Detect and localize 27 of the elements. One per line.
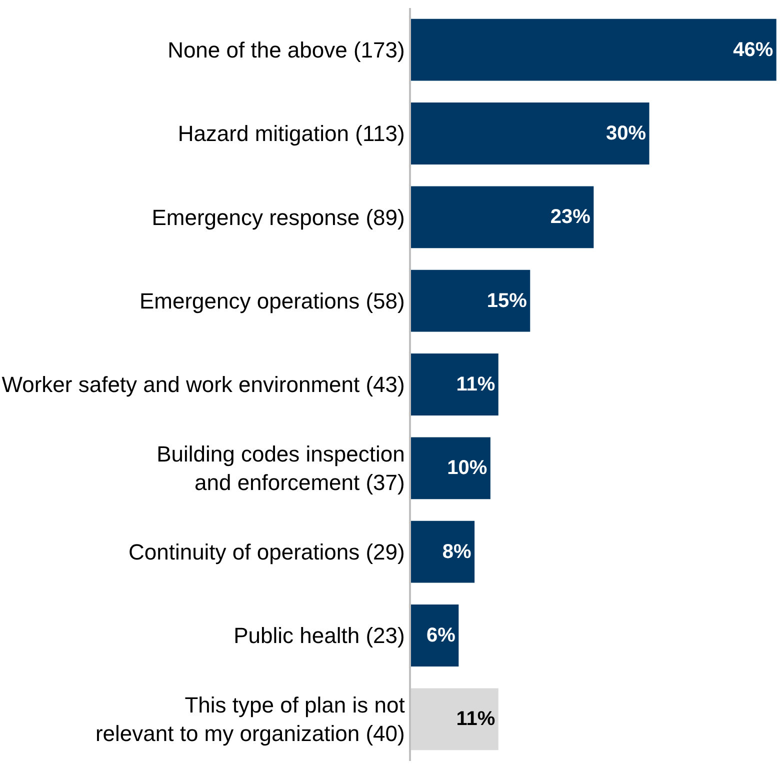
y-tick-label: This type of plan is not relevant to my organization (40) (95, 692, 405, 746)
data-label: 23% (550, 206, 591, 228)
bar (411, 354, 498, 416)
y-tick-label: Public health (23) (234, 623, 405, 648)
y-tick-label: Continuity of operations (29) (128, 540, 405, 565)
bar (411, 270, 530, 332)
data-label: 8% (442, 540, 472, 563)
bar (411, 604, 459, 666)
bar (411, 18, 776, 81)
y-tick-label: Emergency response (89) (152, 204, 405, 230)
y-tick-label: Hazard mitigation (113) (178, 121, 405, 146)
y-tick-label: None of the above (173) (168, 38, 405, 63)
data-label: 10% (447, 457, 488, 480)
bar (411, 186, 594, 248)
bar (411, 437, 490, 500)
bar (411, 520, 475, 583)
y-tick-label: Building codes inspection and enforcement (37) (156, 442, 405, 496)
data-label: 11% (456, 374, 496, 396)
data-label: 15% (486, 290, 528, 312)
y-tick-label: Worker safety and work environment (43) (2, 372, 405, 398)
data-label: 30% (606, 122, 646, 144)
bar (411, 688, 498, 750)
bar (411, 102, 650, 164)
data-label: 46% (733, 38, 774, 61)
data-label: 11% (456, 708, 496, 730)
data-label: 6% (426, 624, 456, 646)
y-tick-label: Emergency operations (58) (139, 288, 405, 314)
